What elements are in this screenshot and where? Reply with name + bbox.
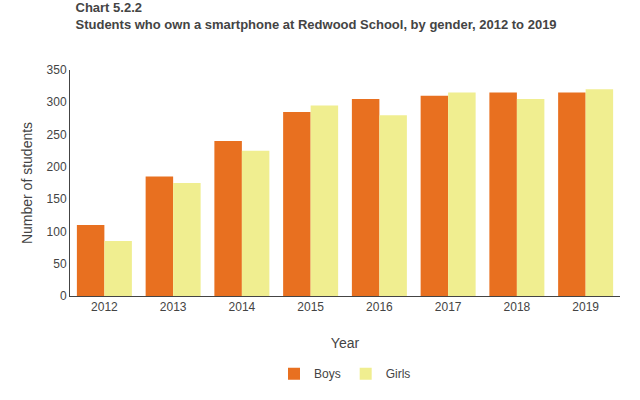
svg-text:Chart 5.2.2Students who own a: Chart 5.2.2Students who own a smartphone… <box>76 0 557 32</box>
svg-text:2016: 2016 <box>366 300 393 314</box>
svg-text:Number of students: Number of students <box>19 122 35 244</box>
svg-text:200: 200 <box>47 160 67 174</box>
svg-text:2018: 2018 <box>504 300 531 314</box>
svg-text:150: 150 <box>47 192 67 206</box>
svg-text:2014: 2014 <box>229 300 256 314</box>
svg-text:50: 50 <box>53 257 67 271</box>
svg-text:350: 350 <box>47 63 67 77</box>
svg-text:2013: 2013 <box>160 300 187 314</box>
svg-text:2019: 2019 <box>572 300 599 314</box>
svg-text:0: 0 <box>60 289 67 303</box>
svg-text:300: 300 <box>47 95 67 109</box>
svg-text:2017: 2017 <box>435 300 462 314</box>
svg-text:Boys: Boys <box>314 367 341 381</box>
svg-text:Year: Year <box>331 335 360 351</box>
svg-text:2012: 2012 <box>91 300 118 314</box>
svg-text:2015: 2015 <box>297 300 324 314</box>
svg-text:Girls: Girls <box>386 367 411 381</box>
svg-text:100: 100 <box>47 225 67 239</box>
svg-text:250: 250 <box>47 128 67 142</box>
